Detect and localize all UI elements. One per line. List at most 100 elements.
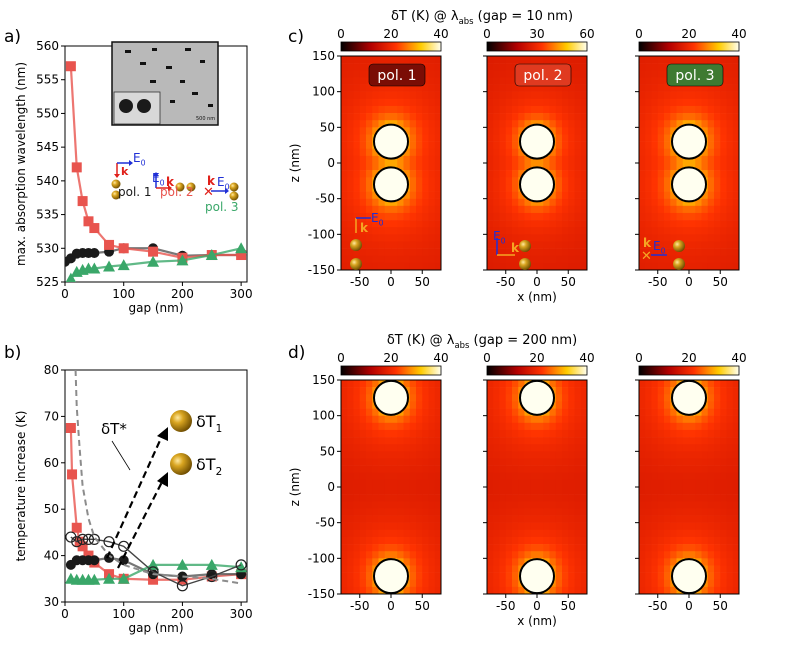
- heat-cell: [549, 170, 557, 178]
- heat-cell: [568, 198, 575, 207]
- heat-cell: [645, 191, 652, 199]
- heat-cell: [347, 148, 354, 157]
- heat-cell: [651, 387, 659, 395]
- heat-cell: [409, 234, 417, 242]
- heat-cell: [409, 184, 417, 192]
- heat-cell: [428, 148, 436, 157]
- heat-cell: [403, 255, 411, 264]
- x-tick-label: 0: [533, 599, 541, 613]
- heat-cell: [524, 544, 532, 552]
- heat-cell: [512, 408, 519, 416]
- heat-cell: [562, 437, 569, 445]
- heat-cell: [499, 401, 507, 409]
- heat-cell: [341, 494, 348, 502]
- heat-cell: [639, 544, 646, 552]
- heat-cell: [409, 84, 417, 92]
- heat-cell: [434, 387, 442, 395]
- heat-cell: [505, 163, 513, 171]
- heat-cell: [732, 127, 740, 135]
- heat-cell: [487, 262, 494, 271]
- heat-cell: [720, 148, 727, 157]
- heat-cell: [664, 444, 671, 452]
- heat-cell: [664, 205, 671, 214]
- heat-cell: [384, 429, 392, 438]
- heat-cell: [574, 170, 582, 178]
- heat-cell: [372, 113, 379, 121]
- heat-cell: [409, 91, 417, 100]
- heat-cell: [670, 422, 677, 431]
- heat-cell: [434, 241, 442, 249]
- heat-cell: [416, 155, 423, 164]
- heat-cell: [409, 522, 417, 531]
- heat-cell: [409, 551, 417, 559]
- heat-cell: [651, 77, 659, 85]
- heat-cell: [732, 544, 740, 552]
- heat-cell: [428, 387, 436, 395]
- heat-cell: [422, 141, 429, 150]
- heat-cell: [645, 234, 652, 242]
- heat-cell: [416, 394, 423, 402]
- heat-cell: [391, 155, 398, 164]
- heat-cell: [530, 515, 538, 523]
- heat-cell: [505, 113, 513, 121]
- heat-cell: [493, 529, 500, 538]
- series-group: [65, 370, 247, 592]
- heat-cell: [664, 380, 671, 388]
- heat-cell: [372, 380, 379, 388]
- heat-cell: [657, 141, 665, 150]
- heat-cell: [549, 105, 557, 114]
- heat-cell: [651, 248, 659, 257]
- heat-cell: [341, 522, 348, 531]
- heat-cell: [518, 551, 525, 559]
- heat-cell: [651, 184, 659, 192]
- heat-cell: [372, 262, 379, 271]
- heat-cell: [568, 494, 575, 502]
- heat-cell: [568, 380, 575, 388]
- heat-cell: [689, 522, 696, 531]
- heat-cell: [384, 487, 392, 495]
- heat-cell: [434, 212, 442, 221]
- heat-cell: [353, 56, 361, 64]
- heat-cell: [428, 487, 436, 495]
- heat-cell: [651, 458, 659, 466]
- heat-cell: [416, 451, 423, 459]
- heat-cell: [714, 579, 721, 588]
- heat-cell: [555, 120, 563, 128]
- heat-cell: [639, 184, 646, 192]
- heat-cell: [701, 487, 709, 495]
- heat-cell: [701, 544, 709, 552]
- heat-cell: [714, 451, 721, 459]
- heat-cell: [378, 487, 386, 495]
- heat-cell: [359, 429, 367, 438]
- heat-cell: [422, 558, 429, 566]
- heat-cell: [372, 522, 379, 531]
- heat-cell: [562, 148, 569, 157]
- heat-cell: [341, 148, 348, 157]
- heat-cell: [670, 586, 677, 595]
- heat-cell: [657, 401, 665, 409]
- heat-cell: [720, 465, 727, 474]
- heat-cell: [732, 205, 740, 214]
- heat-cell: [409, 394, 417, 402]
- heat-cell: [657, 536, 665, 545]
- heat-cell: [499, 508, 507, 516]
- heat-cell: [372, 494, 379, 502]
- heat-cell: [562, 127, 569, 135]
- heat-cell: [726, 155, 734, 164]
- heat-cell: [409, 241, 417, 249]
- heat-cell: [391, 98, 398, 107]
- heat-cell: [701, 84, 709, 92]
- heat-cell: [657, 408, 665, 416]
- heat-cell: [701, 551, 709, 559]
- heat-cell: [639, 234, 646, 242]
- heat-cell: [695, 227, 702, 235]
- heat-cell: [434, 105, 442, 114]
- heat-cell: [664, 515, 671, 523]
- heat-cell: [499, 458, 507, 466]
- heat-cell: [512, 234, 519, 242]
- heat-cell: [518, 113, 525, 121]
- heat-cell: [568, 472, 575, 481]
- heat-cell: [359, 465, 367, 474]
- heat-cell: [676, 501, 684, 509]
- heat-cell: [353, 458, 361, 466]
